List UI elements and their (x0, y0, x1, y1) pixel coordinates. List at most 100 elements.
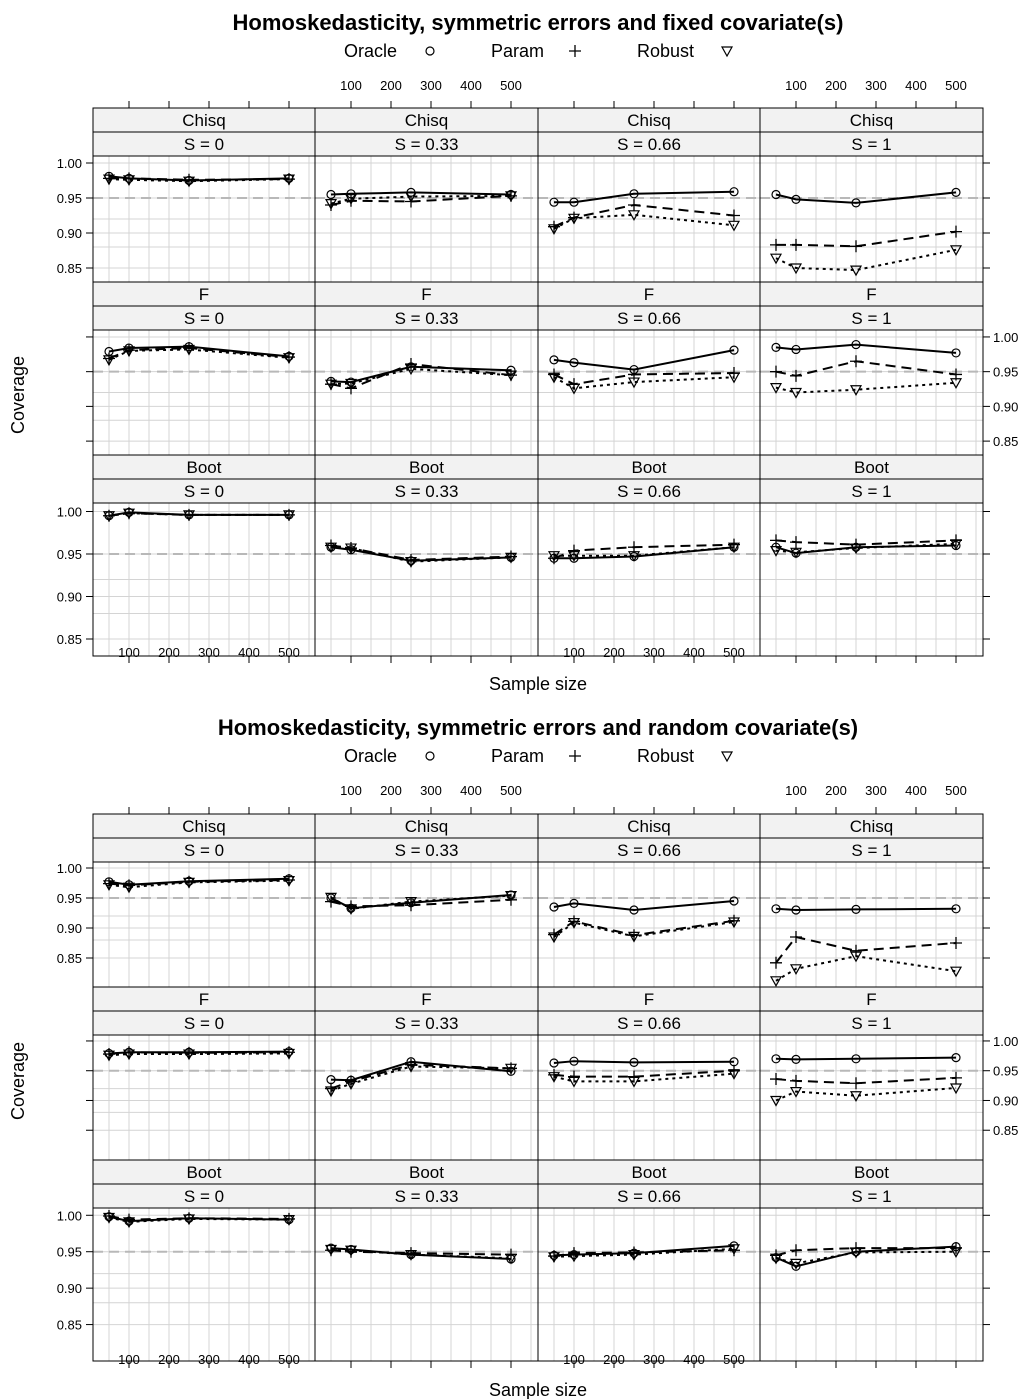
point-robust (102, 1212, 116, 1224)
point-oracle (569, 898, 579, 909)
series-line-param (108, 347, 290, 360)
point-robust (949, 1083, 963, 1095)
panel-f-1-2: F S = 1 (759, 986, 984, 1161)
series-line-robust (775, 1086, 957, 1102)
x-tick-label-top: 200 (380, 78, 402, 93)
point-robust (504, 370, 518, 382)
panel-border (92, 1207, 316, 1362)
point-param (728, 209, 740, 222)
point-robust (547, 372, 561, 384)
strip-method (537, 986, 761, 1012)
point-oracle (791, 344, 801, 355)
panel-chisq-033-1: Chisq S = 0.33 (314, 107, 539, 283)
series-line-oracle (330, 365, 512, 384)
strip-method-label: Boot (409, 1163, 444, 1182)
point-param (568, 544, 580, 557)
point-robust (102, 355, 116, 367)
point-robust (344, 543, 358, 555)
point-robust (849, 543, 863, 555)
series-line-param (108, 1215, 290, 1221)
strip-method-label: Chisq (182, 817, 225, 836)
point-robust (789, 263, 803, 275)
series-line-param (330, 898, 512, 908)
x-tick-label-bottom: 100 (118, 645, 140, 660)
legend-marker-param (569, 45, 581, 57)
point-robust (324, 892, 338, 904)
point-param (405, 899, 417, 912)
panel-f-0-2: F S = 0 (92, 986, 316, 1161)
series-line-robust (775, 381, 957, 394)
series-line-robust (108, 879, 290, 889)
series-line-robust (553, 376, 735, 390)
strip-method-label: Boot (632, 458, 667, 477)
point-param (103, 1048, 115, 1061)
panel-f-066-2: F S = 0.66 (537, 986, 761, 1161)
figure-title: Homoskedasticity, symmetric errors and f… (233, 10, 844, 35)
point-robust (504, 552, 518, 564)
strip-method-label: F (644, 285, 654, 304)
point-robust (404, 1250, 418, 1261)
series-line-robust (775, 542, 957, 554)
x-tick-label-bottom: 400 (683, 1352, 705, 1367)
series-line-param (553, 1249, 735, 1258)
x-tick-label-bottom: 200 (158, 645, 180, 660)
series-line-param (553, 203, 735, 228)
panel-boot-033-2: Boot S = 0.33 (314, 1159, 539, 1362)
point-robust (727, 220, 741, 232)
x-tick-label-bottom: 200 (158, 1352, 180, 1367)
point-robust (727, 1069, 741, 1080)
point-robust (504, 191, 518, 203)
point-param (548, 552, 560, 565)
y-tick-label-left: 0.85 (57, 261, 82, 276)
point-robust (789, 1086, 803, 1098)
point-robust (504, 1063, 518, 1075)
strip-method (92, 107, 316, 133)
point-robust (769, 546, 783, 557)
x-tick-label-bottom: 300 (643, 645, 665, 660)
point-oracle (569, 1056, 579, 1066)
strip-s-label: S = 0 (184, 841, 224, 860)
strip-s-label: S = 1 (851, 1187, 891, 1206)
strip-method (92, 813, 316, 839)
panel-boot-033-1: Boot S = 0.33 (314, 454, 539, 657)
point-oracle (771, 189, 781, 200)
point-param (405, 358, 417, 371)
strip-method-label: F (199, 285, 209, 304)
strip-s-label: S = 0 (184, 309, 224, 328)
x-tick-label-top: 100 (340, 78, 362, 93)
strip-method (92, 986, 316, 1012)
point-robust (789, 1258, 803, 1270)
legend-label-param: Param (491, 41, 544, 61)
legend-marker-param (569, 750, 581, 762)
strip-s-label: S = 0.33 (395, 482, 459, 501)
series-line-robust (330, 894, 512, 910)
x-tick-label-top: 300 (420, 78, 442, 93)
y-tick-label-left: 1.00 (57, 505, 82, 520)
point-oracle (729, 896, 739, 906)
y-tick-label-left: 0.90 (57, 921, 82, 936)
strip-method (92, 281, 316, 307)
point-oracle (791, 1261, 801, 1271)
series-line-oracle (775, 907, 957, 912)
point-param (770, 1073, 782, 1086)
point-param (568, 1070, 580, 1083)
strip-method (759, 986, 984, 1012)
point-robust (404, 897, 418, 908)
series-line-param (330, 194, 512, 206)
panel-chisq-066-2: Chisq S = 0.66 (537, 813, 761, 989)
strip-s-value (92, 1183, 316, 1209)
panel-boot-066-1: Boot S = 0.66 (537, 454, 761, 657)
legend-marker-oracle (425, 46, 435, 56)
point-param (568, 915, 580, 928)
strip-s-label: S = 0 (184, 135, 224, 154)
panel-boot-1-1: Boot S = 1 (759, 454, 984, 657)
series-line-param (775, 935, 957, 964)
point-param (103, 172, 115, 185)
strip-method (537, 1159, 761, 1185)
x-tick-label-top: 400 (905, 78, 927, 93)
point-robust (567, 1251, 581, 1263)
strip-s-value (92, 478, 316, 504)
point-robust (404, 1061, 418, 1073)
legend-label-robust: Robust (637, 41, 694, 61)
point-robust (504, 891, 518, 902)
